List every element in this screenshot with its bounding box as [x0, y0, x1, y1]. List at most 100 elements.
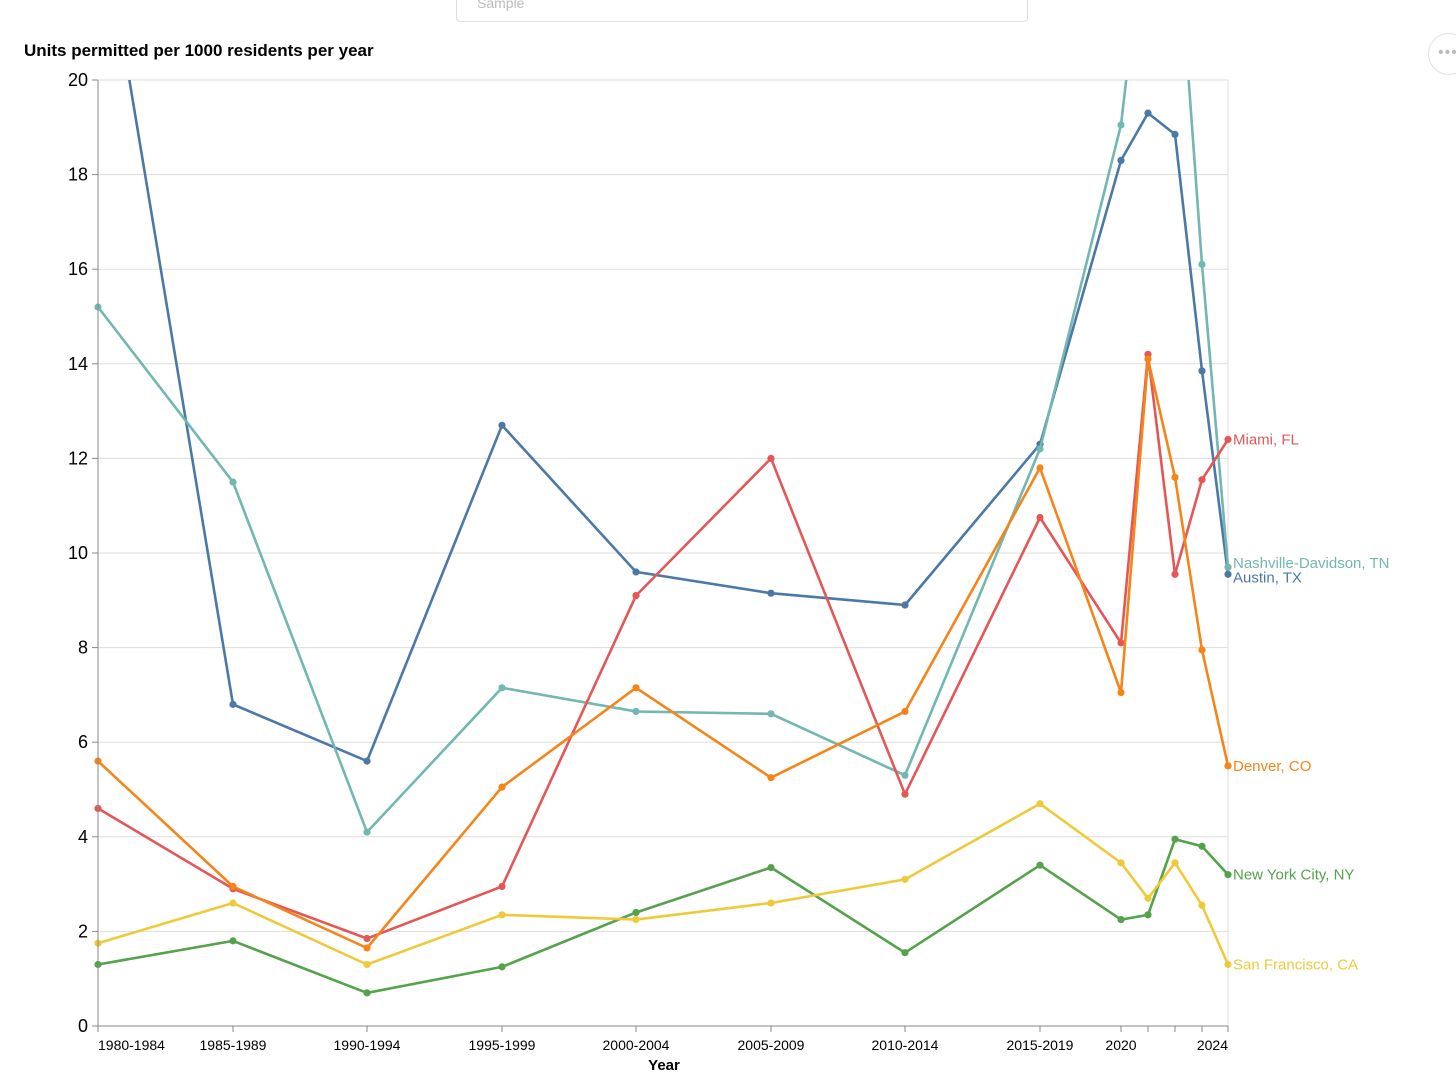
x-tick-label: 1990-1994 [334, 1037, 401, 1053]
data-point [1117, 639, 1125, 647]
data-point [363, 934, 371, 943]
data-point [1144, 911, 1152, 919]
series-label: San Francisco, CA [1233, 957, 1358, 974]
data-point [1224, 762, 1232, 770]
data-point [1198, 842, 1206, 850]
data-point [1198, 476, 1206, 484]
y-tick-label: 12 [68, 448, 88, 468]
data-point [1198, 367, 1206, 375]
data-point [1036, 800, 1044, 808]
data-point [1224, 435, 1232, 444]
y-tick-label: 6 [78, 732, 88, 752]
y-tick-label: 20 [68, 70, 88, 90]
chart-title: Units permitted per 1000 residents per y… [24, 41, 374, 60]
x-tick-label: 2010-2014 [872, 1037, 939, 1053]
data-point [1036, 513, 1044, 522]
data-point [1117, 859, 1125, 867]
data-point [901, 949, 909, 957]
x-tick-label: 2015-2019 [1007, 1037, 1074, 1053]
axes: 0 2 4 6 8 10 12 14 16 18 20 1980-1984 1985-1989 1990-… [68, 70, 1229, 1053]
search-input[interactable]: Sample [456, 0, 1028, 22]
data-point [363, 944, 371, 952]
data-point [1198, 901, 1206, 909]
data-point [901, 875, 909, 883]
data-point [1036, 464, 1044, 472]
data-point [901, 771, 909, 779]
series-label: Miami, FL [1233, 431, 1299, 448]
data-point [1144, 109, 1152, 117]
data-point [1144, 355, 1152, 363]
data-point [1171, 473, 1179, 481]
data-point [767, 863, 775, 872]
series-line [128, 80, 1230, 763]
data-point [1171, 835, 1179, 843]
data-point [363, 960, 371, 969]
y-tick-label: 10 [68, 543, 88, 563]
data-point [767, 899, 775, 907]
data-point [229, 478, 237, 486]
data-point [1036, 445, 1044, 453]
y-tick-label: 16 [68, 259, 88, 279]
y-tick-label: 8 [78, 638, 88, 658]
data-point [1224, 563, 1232, 571]
data-point [632, 707, 640, 716]
data-point [1144, 894, 1152, 902]
series-line [97, 357, 1230, 950]
data-point [1036, 861, 1044, 869]
series-label: Nashville-Davidson, TN [1233, 555, 1389, 572]
data-point [632, 915, 640, 924]
y-tick-label: 2 [78, 921, 88, 941]
series-lines [94, 80, 1232, 997]
data-point [498, 963, 506, 971]
data-point [498, 684, 506, 692]
x-axis-title: Year [648, 1057, 680, 1074]
data-point [1171, 859, 1179, 867]
series-label: New York City, NY [1233, 867, 1354, 884]
data-point [767, 589, 775, 597]
data-point [632, 684, 640, 692]
data-point [767, 454, 775, 462]
series-clip-group [94, 80, 1232, 997]
more-horizontal-icon: ••• [1438, 44, 1456, 61]
data-point [229, 882, 237, 891]
data-point [632, 568, 640, 576]
data-point [363, 828, 371, 836]
search-placeholder: Sample [477, 0, 525, 11]
data-point [767, 710, 775, 718]
y-tick-label: 4 [78, 827, 88, 847]
data-point [1117, 688, 1125, 697]
data-point [632, 908, 640, 917]
data-point [229, 700, 237, 708]
data-point [901, 707, 909, 716]
y-tick-label: 18 [68, 165, 88, 185]
data-point [229, 899, 237, 907]
data-point [1117, 156, 1125, 165]
data-point [1117, 121, 1125, 129]
x-tick-label: 2000-2004 [603, 1037, 670, 1053]
data-point [498, 783, 506, 791]
data-point [1171, 570, 1179, 578]
series-label: Denver, CO [1233, 758, 1311, 775]
data-point [229, 937, 237, 945]
series-label: Austin, TX [1233, 569, 1302, 586]
data-point [1224, 871, 1232, 879]
data-point [767, 774, 775, 782]
data-point [363, 989, 371, 997]
y-tick-label: 14 [68, 354, 88, 374]
data-point [901, 601, 909, 609]
x-tick-label: 1985-1989 [200, 1037, 267, 1053]
x-tick-label: 1995-1999 [469, 1037, 536, 1053]
data-point [498, 882, 506, 891]
data-point [1198, 260, 1206, 269]
data-point [1171, 130, 1179, 138]
y-tick-label: 0 [78, 1016, 88, 1036]
data-point [1198, 646, 1206, 654]
grid-lines [98, 79, 1229, 1027]
x-tick-label: 2024 [1197, 1037, 1228, 1053]
more-options-button[interactable]: ••• [1428, 33, 1456, 75]
data-point [632, 591, 640, 600]
data-point [498, 421, 506, 429]
data-point [1117, 915, 1125, 924]
